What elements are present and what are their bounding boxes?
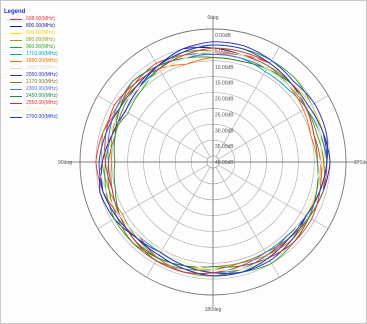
legend-label: 698.00(MHz) bbox=[26, 16, 55, 22]
legend-label: 800.00(MHz) bbox=[26, 30, 55, 36]
legend-entries: 698.00(MHz) 800.00(MHz) 800.00(MHz) 880.00(… bbox=[4, 16, 70, 121]
legend-swatch bbox=[10, 40, 22, 41]
legend-label: 960.00(MHz) bbox=[26, 44, 55, 50]
legend-swatch bbox=[10, 110, 22, 111]
legend-label: 2550.00(MHz) bbox=[26, 100, 58, 106]
legend-swatch bbox=[10, 96, 22, 97]
angle-label: 0deg bbox=[207, 15, 218, 21]
radial-tick-label: 40.00dB bbox=[215, 160, 234, 166]
grid-spoke bbox=[218, 164, 329, 229]
legend-swatch bbox=[10, 54, 22, 55]
legend-label: 800.00(MHz) bbox=[26, 23, 55, 29]
angle-label: 270deg bbox=[354, 160, 367, 166]
legend-entry: 800.00(MHz) bbox=[4, 30, 70, 37]
legend-swatch bbox=[10, 68, 22, 69]
grid-spoke bbox=[97, 164, 208, 229]
legend-entry: 2300.00(MHz) bbox=[4, 86, 70, 93]
legend-entry: 2170.00(MHz) bbox=[4, 79, 70, 86]
legend-swatch bbox=[10, 61, 22, 62]
legend-swatch bbox=[10, 103, 22, 104]
radial-tick-label: 10.00dB bbox=[215, 65, 234, 71]
radial-tick-label: 35.00dB bbox=[215, 144, 234, 150]
legend-label: 880.00(MHz) bbox=[26, 37, 55, 43]
grid-spoke bbox=[215, 167, 280, 278]
grid-spoke bbox=[146, 167, 211, 278]
radial-tick-label: 15.00dB bbox=[215, 81, 234, 87]
legend-label: 2450.00(MHz) bbox=[26, 93, 58, 99]
legend-label: 1710.00(MHz) bbox=[26, 51, 58, 57]
legend-swatch bbox=[10, 82, 22, 83]
series-line-15 bbox=[98, 44, 328, 277]
radial-tick-label: 5.00dB bbox=[215, 49, 232, 55]
legend-entry: 1990.00(MHz) bbox=[4, 65, 70, 72]
legend-swatch bbox=[10, 26, 22, 27]
grid-spoke bbox=[97, 95, 208, 160]
grid-spoke bbox=[146, 46, 211, 157]
legend-label: 2690.00(MHz) bbox=[26, 107, 58, 113]
legend-swatch bbox=[10, 75, 22, 76]
legend-entry: 2450.00(MHz) bbox=[4, 93, 70, 100]
angle-label: 180deg bbox=[205, 307, 222, 313]
grid-spoke bbox=[215, 46, 280, 157]
legend-label: 1880.00(MHz) bbox=[26, 58, 58, 64]
legend-entry: 2550.00(MHz) bbox=[4, 100, 70, 107]
legend-entry: 800.00(MHz) bbox=[4, 23, 70, 30]
angle-label: 90deg bbox=[58, 160, 72, 166]
legend-entry: 2700.00(MHz) bbox=[4, 114, 70, 121]
legend-entry: 2690.00(MHz) bbox=[4, 107, 70, 114]
legend-entry: 698.00(MHz) bbox=[4, 16, 70, 23]
legend-swatch bbox=[10, 117, 22, 118]
radial-tick-label: 25.00dB bbox=[215, 112, 234, 118]
grid-spoke bbox=[218, 95, 329, 160]
legend-label: 1990.00(MHz) bbox=[26, 65, 58, 71]
legend: Legend 698.00(MHz) 800.00(MHz) 800.00(MHz)… bbox=[4, 8, 70, 121]
legend-entry: 1710.00(MHz) bbox=[4, 51, 70, 58]
legend-swatch bbox=[10, 19, 22, 20]
legend-entry: 2050.00(MHz) bbox=[4, 72, 70, 79]
radial-tick-label: 0.00dB bbox=[215, 33, 232, 39]
legend-entry: 880.00(MHz) bbox=[4, 37, 70, 44]
legend-swatch bbox=[10, 47, 22, 48]
radial-tick-label: 20.00dB bbox=[215, 97, 234, 103]
legend-swatch bbox=[10, 89, 22, 90]
legend-title: Legend bbox=[4, 9, 26, 15]
series-line-13 bbox=[104, 47, 322, 274]
legend-label: 2300.00(MHz) bbox=[26, 86, 58, 92]
radial-tick-label: 30.00dB bbox=[215, 128, 234, 134]
legend-entry: 1880.00(MHz) bbox=[4, 58, 70, 65]
legend-swatch bbox=[10, 33, 22, 34]
legend-label: 2700.00(MHz) bbox=[26, 114, 58, 120]
legend-entry: 960.00(MHz) bbox=[4, 44, 70, 51]
legend-label: 2050.00(MHz) bbox=[26, 72, 58, 78]
legend-label: 2170.00(MHz) bbox=[26, 79, 58, 85]
